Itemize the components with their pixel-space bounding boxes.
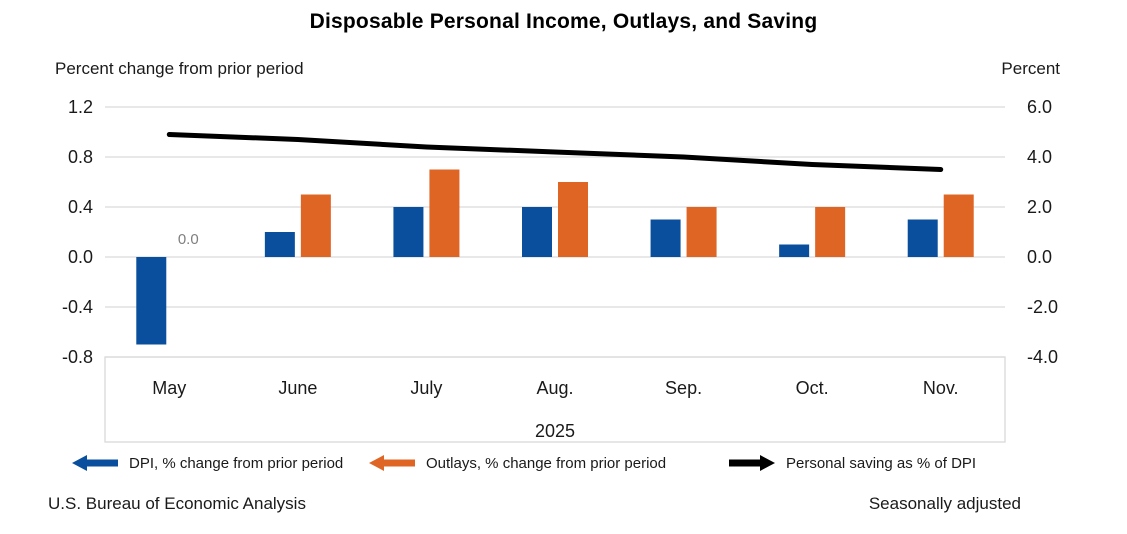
month-label: July xyxy=(410,378,442,398)
personal-saving-line xyxy=(166,132,944,172)
month-label: Nov. xyxy=(923,378,959,398)
bar-dpi-Oct. xyxy=(779,244,810,257)
legend-item-outlays: Outlays, % change from prior period xyxy=(369,453,666,473)
right-tick-label: 0.0 xyxy=(1027,247,1052,267)
month-label: Aug. xyxy=(536,378,573,398)
bar-outlays-Aug. xyxy=(558,182,588,257)
right-tick-label: -2.0 xyxy=(1027,297,1058,317)
left-tick-label: 1.2 xyxy=(68,97,93,117)
right-tick-label: 4.0 xyxy=(1027,147,1052,167)
left-tick-label: -0.8 xyxy=(62,347,93,367)
month-label: May xyxy=(152,378,186,398)
year-label: 2025 xyxy=(535,421,575,441)
legend-label-saving: Personal saving as % of DPI xyxy=(786,454,977,472)
bar-outlays-June xyxy=(300,194,331,257)
month-label: Oct. xyxy=(796,378,829,398)
bar-dpi-May xyxy=(136,257,167,345)
legend-label-dpi: DPI, % change from prior period xyxy=(129,454,344,472)
left-axis-caption: Percent change from prior period xyxy=(55,59,304,78)
chart-title: Disposable Personal Income, Outlays, and… xyxy=(309,10,818,33)
month-label: Sep. xyxy=(665,378,702,398)
dpi-arrow-left-icon xyxy=(72,455,118,471)
month-label: June xyxy=(278,378,317,398)
legend-item-dpi: DPI, % change from prior period xyxy=(72,453,343,473)
legend-item-saving: Personal saving as % of DPI xyxy=(729,453,976,473)
bar-dpi-July xyxy=(393,207,424,257)
outlays-arrow-left-icon xyxy=(369,455,415,471)
adjustment-note: Seasonally adjusted xyxy=(868,494,1021,513)
source-attribution: U.S. Bureau of Economic Analysis xyxy=(48,494,306,513)
bar-outlays-Sep. xyxy=(686,207,717,257)
right-tick-label: 2.0 xyxy=(1027,197,1052,217)
bar-outlays-July xyxy=(429,169,460,257)
left-tick-label: -0.4 xyxy=(62,297,93,317)
bar-outlays-Nov. xyxy=(943,194,974,257)
right-tick-label: -4.0 xyxy=(1027,347,1058,367)
legend-label-outlays: Outlays, % change from prior period xyxy=(426,454,667,472)
right-tick-label: 6.0 xyxy=(1027,97,1052,117)
saving-arrow-right-icon xyxy=(729,455,775,471)
left-tick-label: 0.4 xyxy=(68,197,93,217)
bar-dpi-June xyxy=(264,232,295,257)
bar-outlays-Oct. xyxy=(815,207,846,257)
bar-dpi-Nov. xyxy=(907,219,938,257)
category-axis-box xyxy=(104,356,1006,443)
zero-value-annotation: 0.0 xyxy=(178,231,199,248)
left-tick-label: 0.8 xyxy=(68,147,93,167)
right-axis-caption: Percent xyxy=(1001,59,1060,78)
bar-dpi-Aug. xyxy=(522,207,552,257)
left-tick-label: 0.0 xyxy=(68,247,93,267)
bar-dpi-Sep. xyxy=(650,219,681,257)
